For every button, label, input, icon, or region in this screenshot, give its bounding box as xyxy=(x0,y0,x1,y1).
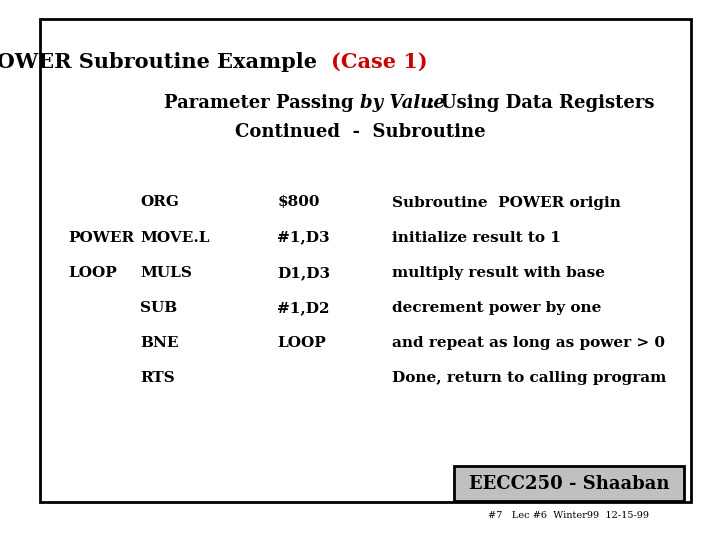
Text: MOVE.L: MOVE.L xyxy=(140,231,210,245)
Text: : Using Data Registers: : Using Data Registers xyxy=(428,93,655,112)
Text: POWER: POWER xyxy=(68,231,135,245)
Text: and repeat as long as power > 0: and repeat as long as power > 0 xyxy=(392,336,665,350)
Text: #1,D2: #1,D2 xyxy=(277,301,330,315)
Text: $800: $800 xyxy=(277,195,320,210)
Text: multiply result with base: multiply result with base xyxy=(392,266,606,280)
Text: ORG: ORG xyxy=(140,195,179,210)
Bar xyxy=(454,466,684,501)
Text: Continued  -  Subroutine: Continued - Subroutine xyxy=(235,123,485,141)
Text: POWER Subroutine Example: POWER Subroutine Example xyxy=(0,52,331,72)
Text: #7   Lec #6  Winter99  12-15-99: #7 Lec #6 Winter99 12-15-99 xyxy=(488,511,649,520)
Bar xyxy=(40,19,691,502)
Text: SUB: SUB xyxy=(140,301,178,315)
Text: initialize result to 1: initialize result to 1 xyxy=(392,231,562,245)
Text: RTS: RTS xyxy=(140,371,175,385)
Text: (Case 1): (Case 1) xyxy=(331,52,428,72)
Text: by Value: by Value xyxy=(360,93,445,112)
Text: Subroutine  POWER origin: Subroutine POWER origin xyxy=(392,195,621,210)
Text: D1,D3: D1,D3 xyxy=(277,266,330,280)
Text: Done, return to calling program: Done, return to calling program xyxy=(392,371,667,385)
Text: MULS: MULS xyxy=(140,266,192,280)
Text: decrement power by one: decrement power by one xyxy=(392,301,602,315)
Text: LOOP: LOOP xyxy=(68,266,117,280)
Text: Parameter Passing: Parameter Passing xyxy=(164,93,360,112)
Text: BNE: BNE xyxy=(140,336,179,350)
Text: #1,D3: #1,D3 xyxy=(277,231,330,245)
Text: LOOP: LOOP xyxy=(277,336,326,350)
Text: EECC250 - Shaaban: EECC250 - Shaaban xyxy=(469,475,669,493)
